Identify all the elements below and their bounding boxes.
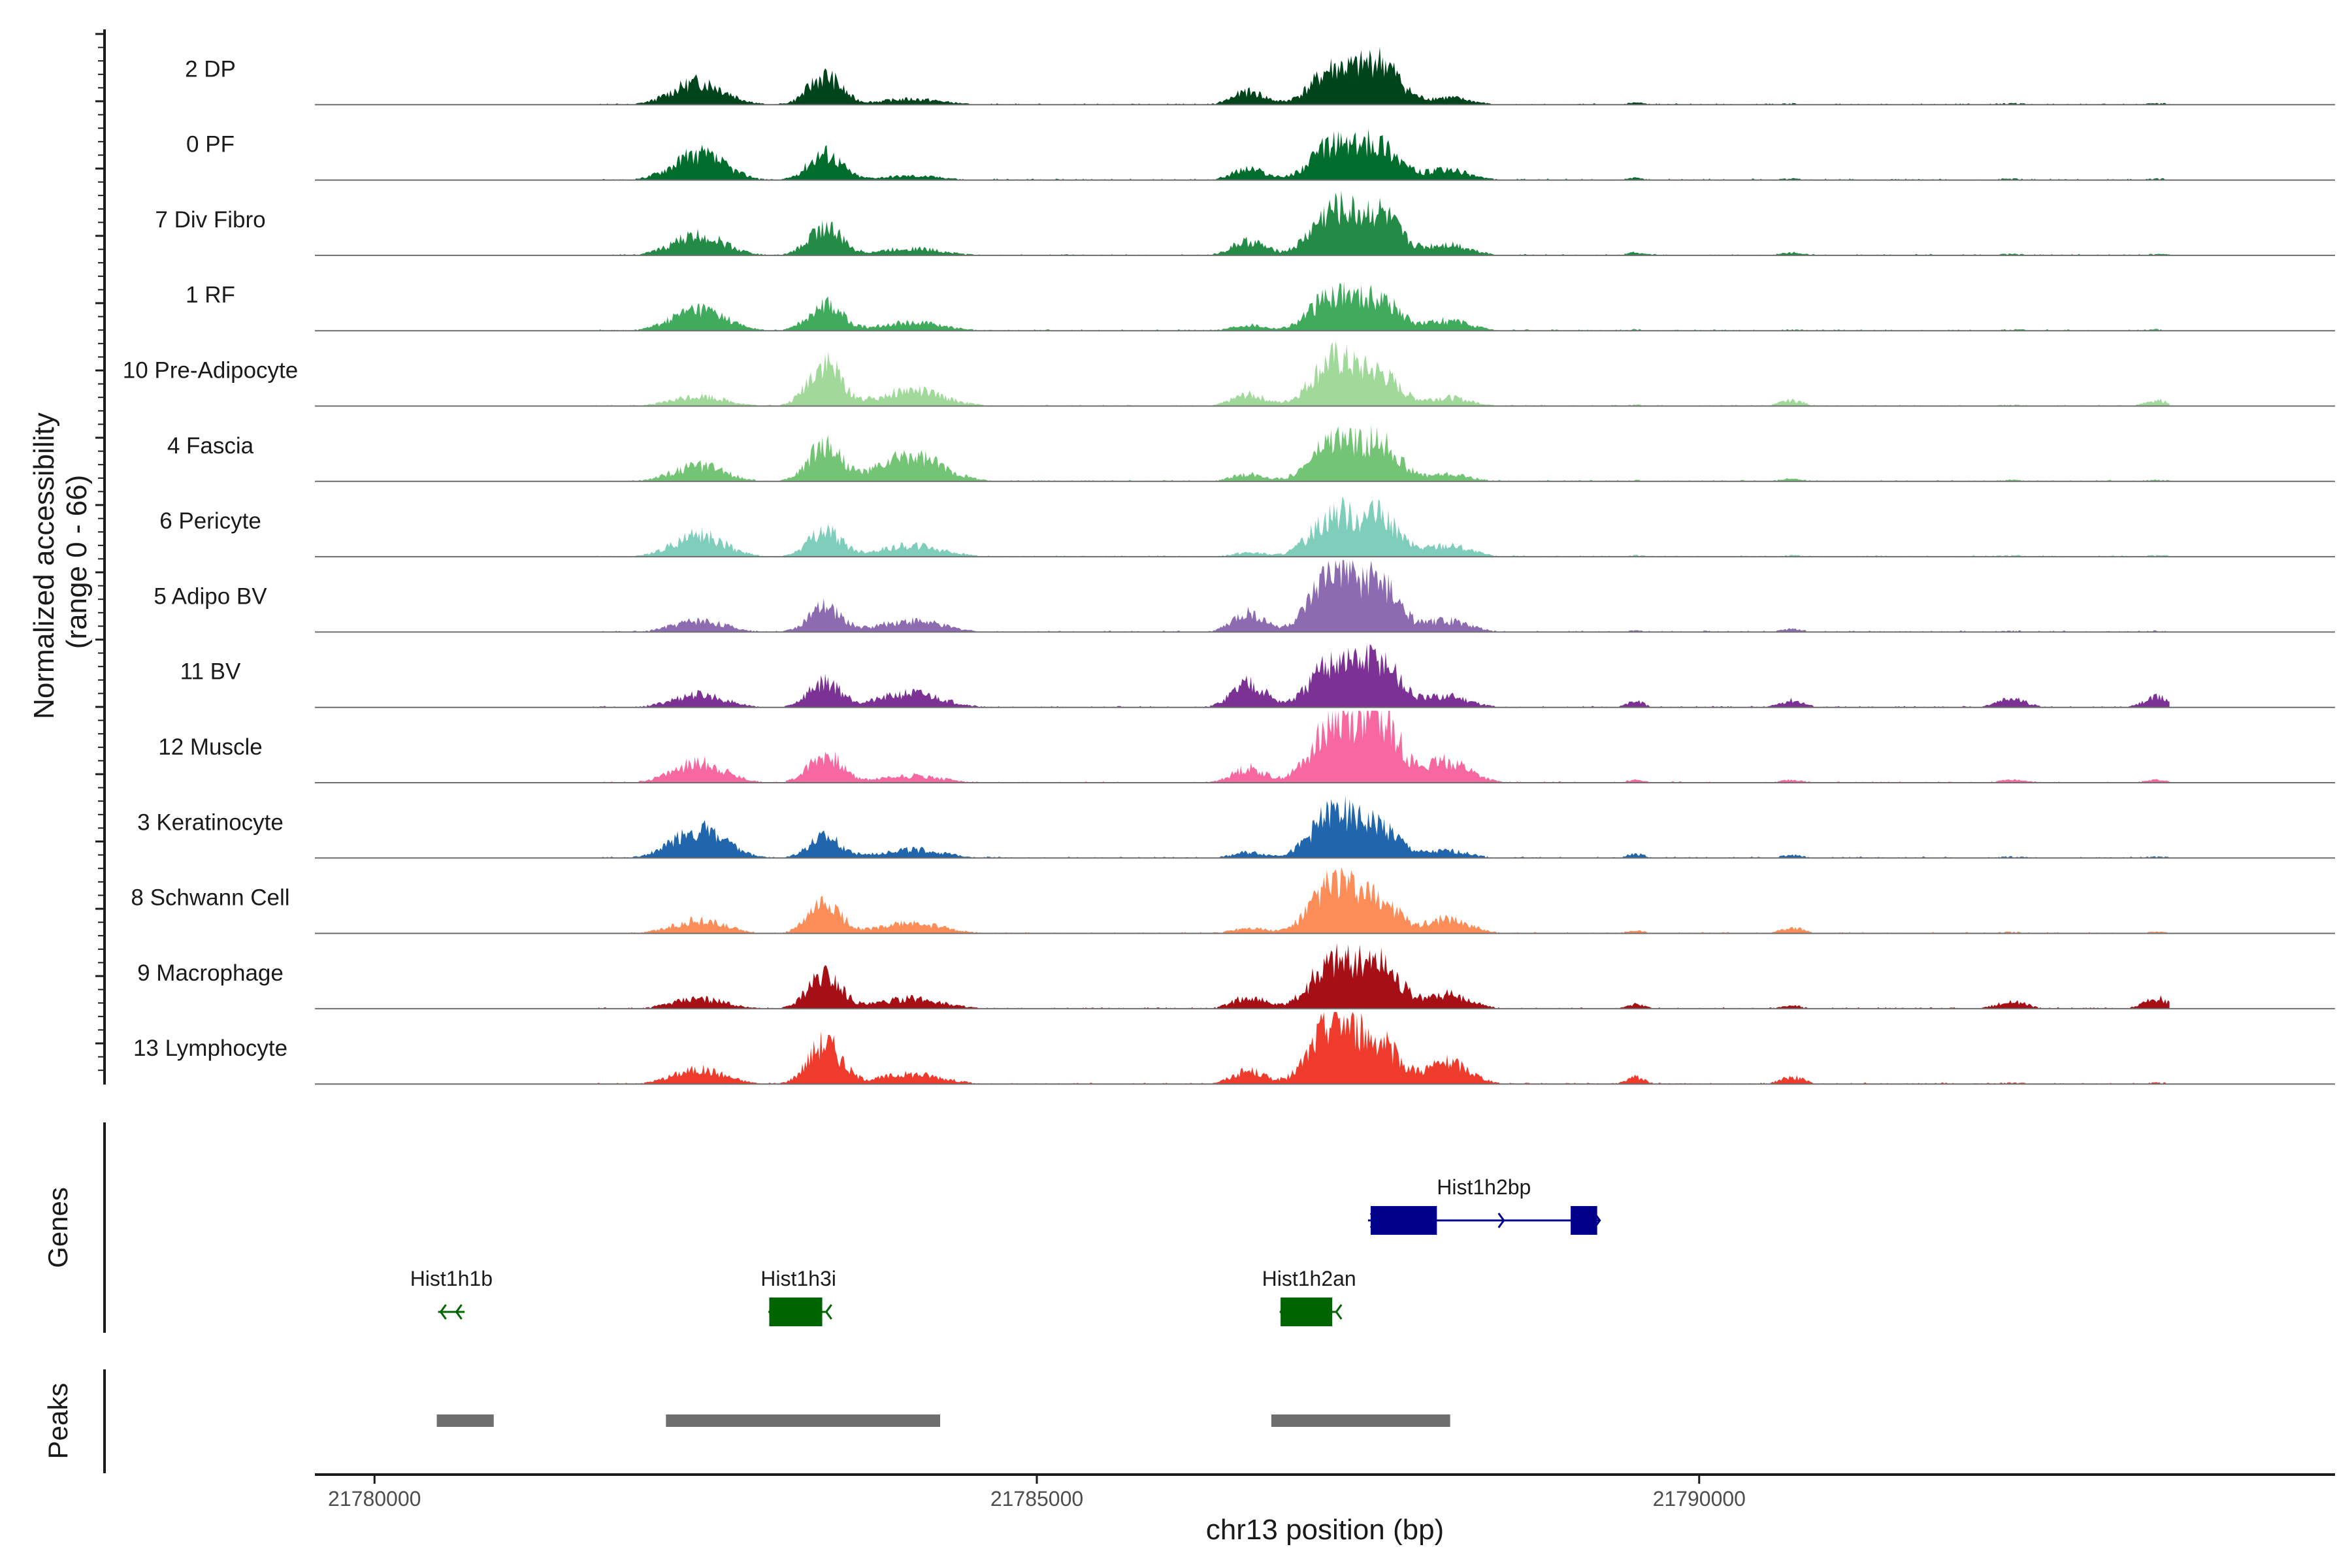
gene-label: Hist1h3i [760,1267,836,1290]
gene-label: Hist1h1b [410,1267,493,1290]
gene-label: Hist1h2bp [1437,1175,1531,1199]
strand-arrow-icon [768,1304,776,1320]
peaks-panel-title: Peaks [42,1383,73,1460]
coverage-track: 12 Muscle [158,710,2335,783]
peak-region [436,1414,494,1427]
strand-arrow-icon [1497,1213,1505,1228]
gene-label: Hist1h2an [1262,1267,1356,1290]
genes-panel-title: Genes [42,1187,73,1268]
coverage-track: 0 PF [186,129,2335,181]
coverage-area [593,867,2170,934]
x-tick-label: 21790000 [1653,1487,1746,1511]
track-label: 9 Macrophage [137,960,284,986]
coverage-track: 10 Pre-Adipocyte [123,341,2335,407]
track-label: 5 Adipo BV [154,583,267,609]
coverage-area [593,191,2170,255]
coverage-area [593,943,2170,1009]
gene-hist1h1b: Hist1h1b [410,1267,493,1320]
track-label: 11 BV [180,659,241,685]
peak-region [666,1414,940,1427]
track-label: 6 Pericyte [159,508,261,534]
coverage-area [593,710,2170,783]
strand-arrow-icon [825,1304,832,1320]
y-axis-title-line-2: (range 0 - 66) [61,475,93,649]
strand-arrow-icon [1279,1304,1287,1320]
coverage-area [593,46,2170,105]
coverage-area [593,560,2170,632]
coverage-track: 1 RF [186,282,2335,332]
coverage-area [593,282,2170,331]
strand-arrow-icon [439,1304,447,1320]
coverage-area [593,1012,2170,1085]
strand-arrow-icon [455,1304,463,1320]
coverage-track: 4 Fascia [167,425,2335,482]
coverage-track: 5 Adipo BV [154,560,2335,633]
strand-arrow-icon [1335,1304,1343,1320]
track-label: 4 Fascia [167,433,254,459]
strand-arrow-icon [1369,1213,1377,1228]
coverage-area [593,341,2170,406]
gene-exon [1571,1206,1597,1235]
coverage-track: 9 Macrophage [137,943,2335,1009]
track-label: 1 RF [186,282,235,308]
coverage-track: 7 Div Fibro [155,191,2335,256]
gene-hist1h2an: Hist1h2an [1262,1267,1356,1326]
track-label: 12 Muscle [158,734,263,760]
gene-exon [769,1298,823,1326]
coverage-track: 2 DP [185,46,2335,106]
peaks-panel: Peaks [42,1369,1450,1473]
coverage-track: 3 Keratinocyte [137,796,2335,859]
coverage-area [593,129,2170,180]
y-axis-title: Normalized accessibility (range 0 - 66) [28,404,93,719]
gene-exon [1281,1298,1333,1326]
coverage-y-axis [95,29,106,1085]
gene-hist1h2bp: Hist1h2bp [1367,1175,1601,1235]
coverage-track: 11 BV [180,644,2335,708]
genes-panel: Genes Hist1h2bp Hist1h1b Hist1h3i Hist1h2an [42,1122,1601,1333]
coverage-track: 13 Lymphocyte [133,1012,2335,1085]
track-label: 7 Div Fibro [155,207,265,233]
gene-hist1h3i: Hist1h3i [760,1267,836,1326]
x-axis-title: chr13 position (bp) [1206,1514,1444,1546]
track-label: 13 Lymphocyte [133,1036,287,1061]
x-tick-label: 21785000 [990,1487,1083,1511]
track-label: 3 Keratinocyte [137,809,284,835]
strand-arrow-icon [1593,1213,1601,1228]
coverage-area [593,425,2170,482]
track-label: 10 Pre-Adipocyte [123,358,298,384]
coverage-area [593,796,2170,858]
x-axis: chr13 position (bp) 21780000 21785000 2179… [315,1473,2335,1546]
track-label: 8 Schwann Cell [131,885,289,911]
gene-exon [1370,1206,1437,1235]
coverage-track: 8 Schwann Cell [131,867,2335,934]
coverage-area [593,496,2170,557]
track-label: 2 DP [185,56,236,82]
y-axis-title-line-1: Normalized accessibility [28,412,60,719]
coverage-track: 6 Pericyte [159,496,2335,558]
peak-region [1271,1414,1450,1427]
track-label: 0 PF [186,132,235,157]
coverage-area [593,644,2170,708]
x-tick-label: 21780000 [328,1487,421,1511]
coverage-tracks: 2 DP 0 PF 7 Div Fibro 1 RF 10 Pre-Adipocyte 4… [123,46,2335,1085]
